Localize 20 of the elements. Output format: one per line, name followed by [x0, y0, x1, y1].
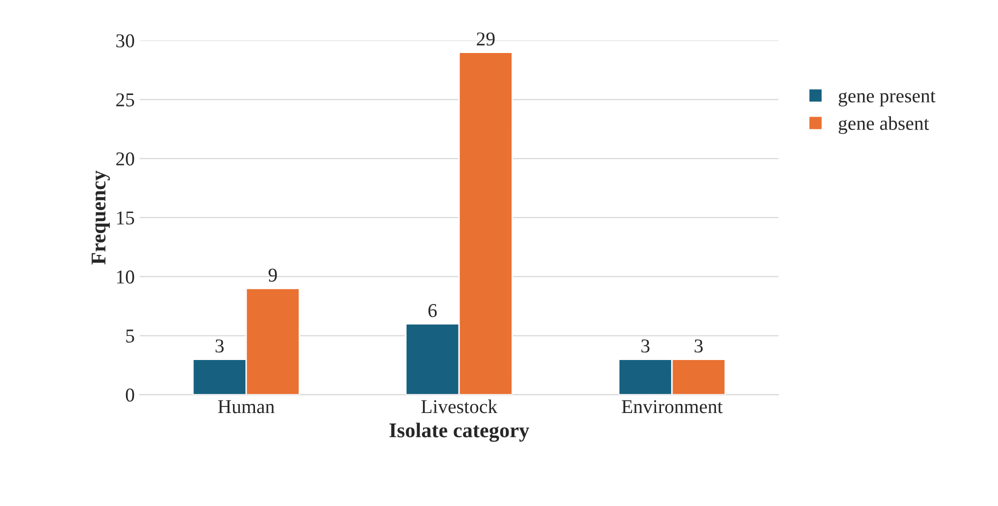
y-axis-title: Frequency — [92, 170, 110, 264]
y-tick-label: 15 — [117, 211, 134, 225]
y-tick-label: 0 — [126, 388, 134, 402]
data-label: 3 — [641, 339, 650, 353]
legend-label: gene present — [838, 91, 936, 106]
y-tick-label: 10 — [117, 270, 134, 284]
y-tick-label: 20 — [116, 152, 134, 166]
data-label: 9 — [268, 268, 277, 282]
x-tick-label: Livestock — [421, 400, 498, 414]
y-tick-label: 30 — [116, 34, 134, 48]
x-axis-title: Isolate category — [389, 422, 530, 442]
x-tick-label: Environment — [622, 400, 723, 414]
x-tick-label: Human — [218, 400, 274, 414]
data-label: 3 — [694, 339, 703, 353]
data-label: 3 — [216, 339, 224, 353]
data-label: 6 — [428, 304, 437, 318]
y-tick-label: 25 — [116, 93, 134, 106]
data-label: 29 — [476, 32, 495, 46]
legend-label: gene absent — [838, 116, 930, 134]
y-tick-label: 5 — [126, 330, 134, 343]
